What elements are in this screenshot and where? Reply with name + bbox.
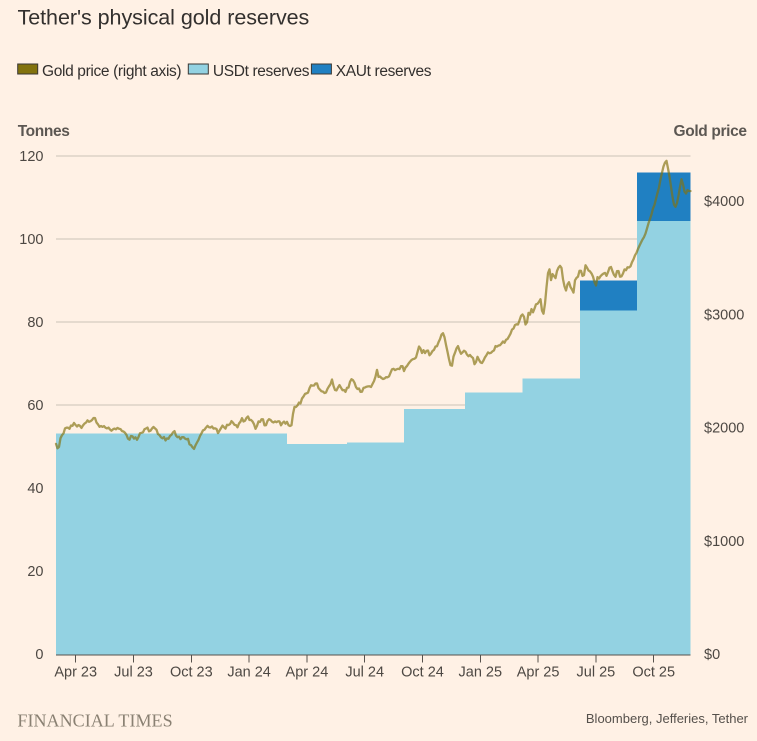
svg-text:FINANCIAL TIMES: FINANCIAL TIMES: [17, 711, 172, 731]
svg-text:Oct 25: Oct 25: [632, 665, 675, 681]
svg-text:Tether's physical gold reserve: Tether's physical gold reserves: [18, 6, 310, 30]
svg-text:120: 120: [19, 149, 43, 165]
svg-text:$0: $0: [704, 647, 720, 663]
svg-text:Apr 25: Apr 25: [517, 665, 560, 681]
svg-text:Oct 24: Oct 24: [401, 665, 444, 681]
svg-text:60: 60: [27, 398, 43, 414]
svg-text:Jul 25: Jul 25: [577, 665, 616, 681]
svg-text:XAUt reserves: XAUt reserves: [336, 63, 432, 80]
svg-text:Gold price (right axis): Gold price (right axis): [42, 63, 181, 80]
svg-text:Jan 25: Jan 25: [459, 665, 503, 681]
svg-text:20: 20: [27, 564, 43, 580]
svg-text:Apr 24: Apr 24: [286, 665, 329, 681]
svg-text:USDt reserves: USDt reserves: [213, 63, 310, 80]
svg-text:$3000: $3000: [704, 307, 744, 323]
svg-text:Tonnes: Tonnes: [18, 123, 70, 140]
svg-text:Jul 24: Jul 24: [345, 665, 384, 681]
svg-text:Apr 23: Apr 23: [54, 665, 97, 681]
svg-text:$4000: $4000: [704, 194, 744, 210]
svg-text:$2000: $2000: [704, 421, 744, 437]
svg-text:$1000: $1000: [704, 534, 744, 550]
svg-text:100: 100: [19, 232, 43, 248]
svg-text:40: 40: [27, 481, 43, 497]
svg-text:Jan 24: Jan 24: [227, 665, 271, 681]
svg-text:80: 80: [27, 315, 43, 331]
svg-text:0: 0: [35, 647, 43, 663]
svg-text:Gold price: Gold price: [674, 123, 748, 140]
svg-text:Bloomberg, Jefferies, Tether: Bloomberg, Jefferies, Tether: [586, 711, 749, 726]
svg-text:Oct 23: Oct 23: [170, 665, 213, 681]
svg-text:Jul 23: Jul 23: [114, 665, 153, 681]
